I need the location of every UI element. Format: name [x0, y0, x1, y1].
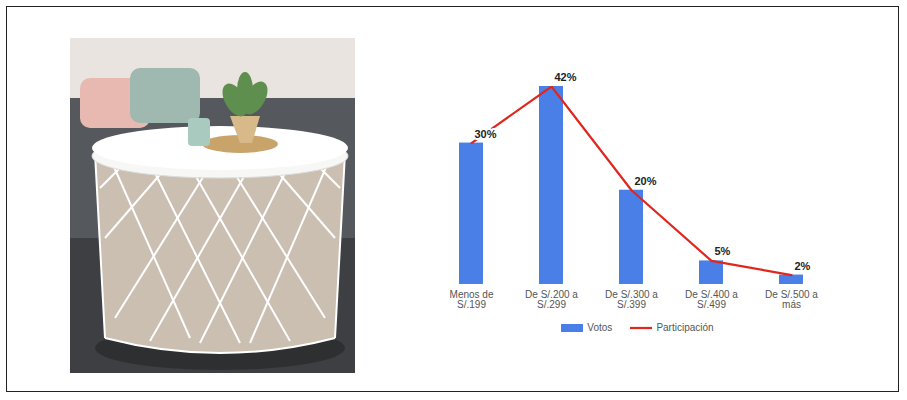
svg-text:5%: 5%	[715, 245, 731, 257]
html-text:Votos: Votos	[587, 322, 613, 333]
svg-text:De S/.200 aS/.299: De S/.200 aS/.299	[525, 289, 578, 310]
svg-text:De S/.500 amás: De S/.500 amás	[765, 289, 818, 310]
svg-text:Menos deS/.199: Menos deS/.199	[450, 289, 494, 310]
html-text:Participación: Participación	[656, 322, 714, 333]
svg-text:De S/.400 aS/.499: De S/.400 aS/.499	[685, 289, 738, 310]
svg-text:2%: 2%	[795, 260, 811, 272]
svg-text:30%: 30%	[475, 128, 497, 140]
svg-text:20%: 20%	[635, 175, 657, 187]
svg-text:42%: 42%	[555, 71, 577, 83]
svg-text:De S/.300 aS/.399: De S/.300 aS/.399	[605, 289, 658, 310]
